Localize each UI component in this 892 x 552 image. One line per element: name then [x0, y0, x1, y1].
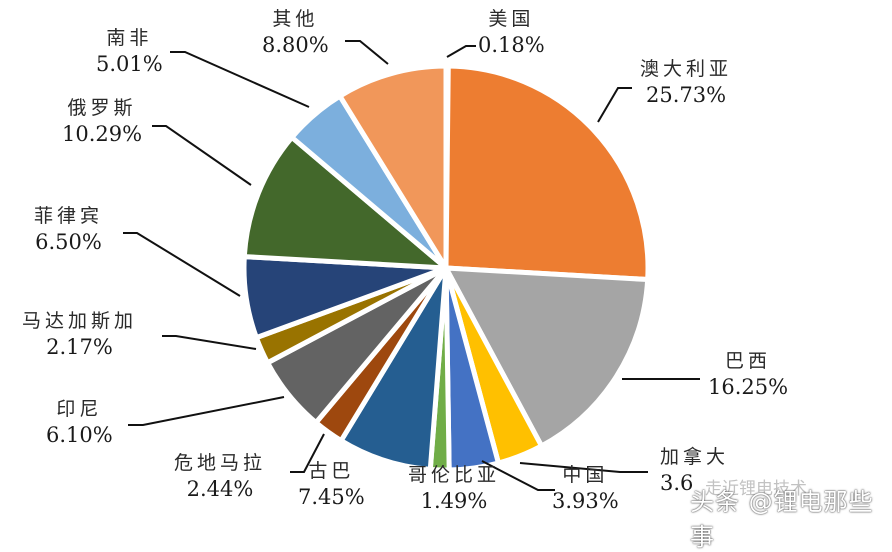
- label-philippines: 菲律宾 6.50%: [34, 205, 103, 255]
- leader-line-cuba: [290, 433, 325, 473]
- label-colombia: 哥伦比亚 1.49%: [408, 464, 500, 514]
- pie-slice-1: [443, 63, 651, 283]
- label-name: 马达加斯加: [22, 310, 138, 332]
- label-value: 16.25%: [708, 374, 789, 399]
- leader-line-china: [481, 460, 555, 491]
- label-name: 俄罗斯: [67, 97, 137, 119]
- leader-line-philippines: [123, 232, 241, 297]
- label-name: 古巴: [308, 460, 355, 482]
- pie-slice-13: [337, 63, 449, 271]
- label-australia: 澳大利亚 25.73%: [640, 58, 732, 108]
- label-name: 南非: [106, 27, 153, 49]
- leader-line-australia: [597, 87, 632, 123]
- leader-line-south-africa: [170, 51, 310, 108]
- label-value: 8.80%: [262, 32, 329, 57]
- label-value: 3.6: [660, 470, 694, 495]
- label-value: 10.29%: [62, 121, 143, 146]
- leader-line-russia: [152, 125, 252, 186]
- label-value: 1.49%: [420, 488, 488, 513]
- label-value: 6.50%: [35, 229, 102, 254]
- pie-slice-2: [443, 265, 651, 449]
- leader-line-madagascar: [162, 335, 257, 350]
- label-value: 2.17%: [46, 334, 113, 359]
- label-south-africa: 南非 5.01%: [96, 27, 163, 77]
- label-name: 菲律宾: [34, 205, 104, 227]
- label-indonesia: 印尼 6.10%: [46, 398, 113, 448]
- leader-line-canada: [519, 462, 648, 473]
- label-value: 0.18%: [478, 32, 545, 57]
- label-name: 其他: [272, 8, 319, 30]
- label-name: 中国: [562, 464, 609, 486]
- label-name: 印尼: [56, 398, 103, 420]
- label-brazil: 巴西 16.25%: [708, 350, 788, 400]
- label-other: 其他 8.80%: [262, 8, 329, 58]
- label-value: 7.45%: [298, 484, 365, 509]
- label-value: 5.01%: [96, 51, 163, 76]
- label-name: 哥伦比亚: [408, 464, 501, 486]
- pie-chart: [123, 40, 700, 491]
- watermark: 头条 @锂电那些事: [690, 488, 874, 551]
- label-name: 加拿大: [660, 446, 730, 468]
- label-name: 美国: [488, 8, 535, 30]
- watermark-subtitle: 走近锂电技术: [705, 479, 807, 499]
- leader-lines: [123, 40, 700, 491]
- label-china: 中国 3.93%: [552, 464, 619, 514]
- pie-slices: [241, 63, 651, 473]
- label-value: 3.93%: [552, 488, 619, 513]
- leader-line-usa: [446, 45, 476, 58]
- label-value: 2.44%: [186, 476, 254, 501]
- label-name: 澳大利亚: [640, 58, 733, 80]
- label-canada: 加拿大 3.6: [660, 446, 729, 496]
- label-name: 危地马拉: [174, 452, 267, 474]
- label-madagascar: 马达加斯加 2.17%: [22, 310, 137, 360]
- label-name: 巴西: [725, 350, 772, 372]
- label-guatemala: 危地马拉 2.44%: [174, 452, 266, 502]
- label-cuba: 古巴 7.45%: [298, 460, 365, 510]
- leader-line-other: [345, 40, 389, 65]
- label-value: 6.10%: [46, 422, 113, 447]
- leader-line-indonesia: [128, 396, 285, 426]
- label-russia: 俄罗斯 10.29%: [62, 97, 142, 147]
- label-usa: 美国 0.18%: [478, 8, 545, 58]
- pie-slice-11: [241, 134, 449, 271]
- label-value: 25.73%: [645, 82, 727, 107]
